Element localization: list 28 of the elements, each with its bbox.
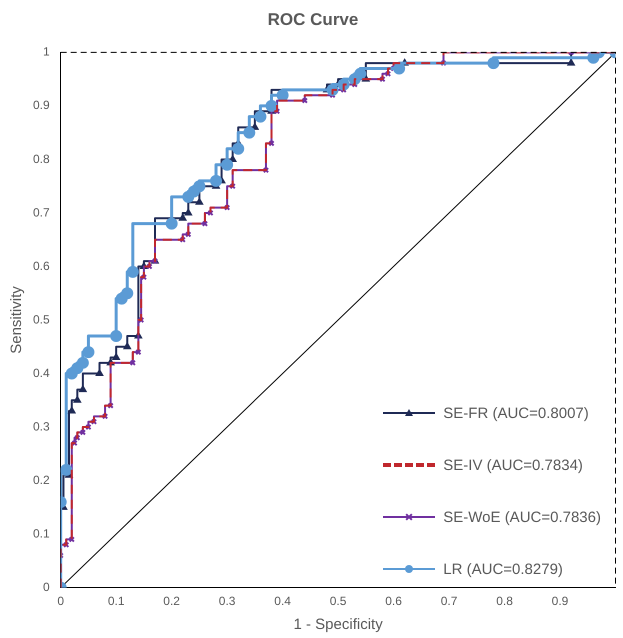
y-tick-label: 0.8: [32, 152, 50, 166]
x-tick-label: 0.9: [552, 594, 569, 608]
x-tick-label: 0.4: [274, 594, 292, 608]
x-tick-label: 0.1: [108, 594, 125, 608]
legend-label: LR (AUC=0.8279): [443, 560, 563, 578]
x-axis-title: 1 - Specificity: [293, 616, 384, 634]
y-axis-title: Sensitivity: [8, 286, 26, 354]
y-tick-label: 0: [42, 580, 50, 594]
x-tick-label: 0.7: [440, 594, 458, 608]
y-tick-label: 0.6: [32, 258, 50, 273]
y-tick-label: 0.7: [32, 205, 50, 220]
x-tick-label: 0.3: [218, 594, 236, 608]
x-tick-label: 0.6: [385, 594, 402, 608]
y-tick-label: 1: [42, 44, 50, 59]
y-tick-label: 0.3: [32, 419, 50, 434]
x-tick-label: 0: [57, 594, 64, 608]
x-tick-label: 0.5: [330, 594, 347, 608]
x-tick-label: 0.8: [496, 594, 514, 608]
y-tick-label: 0.1: [32, 526, 50, 540]
chart-title: ROC Curve: [268, 10, 358, 29]
y-tick-label: 0.5: [32, 312, 50, 326]
y-tick-label: 0.4: [32, 366, 50, 380]
legend-label: SE-IV (AUC=0.7834): [443, 456, 583, 474]
legend-label: SE-FR (AUC=0.8007): [443, 404, 589, 422]
x-tick-label: 0.2: [163, 594, 180, 608]
y-tick-label: 0.9: [32, 98, 50, 112]
legend-label: SE-WoE (AUC=0.7836): [443, 508, 601, 526]
y-tick-label: 0.2: [32, 472, 50, 487]
